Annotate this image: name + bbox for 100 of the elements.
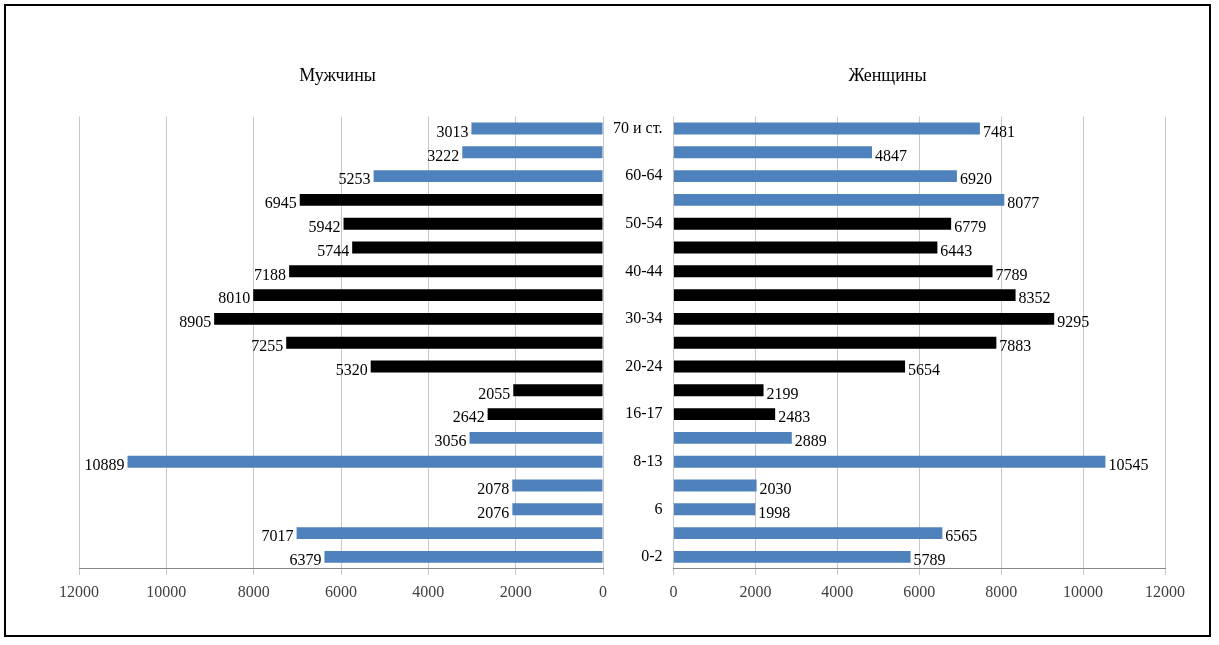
- data-label: 7481: [982, 122, 1015, 140]
- data-label: 2199: [766, 384, 799, 402]
- y-tick-label: 8-13: [633, 451, 663, 469]
- chart-title: Мужчины: [299, 64, 376, 85]
- bar: [127, 455, 603, 468]
- bar: [673, 122, 980, 135]
- data-label: 3056: [434, 432, 467, 450]
- y-tick-label: 0-2: [641, 547, 663, 565]
- x-tick-label: 4000: [412, 582, 445, 600]
- data-label: 2076: [477, 503, 510, 521]
- bar: [673, 384, 764, 397]
- data-label: 6945: [264, 194, 297, 212]
- data-label: 6565: [945, 527, 978, 545]
- bar: [512, 503, 603, 516]
- data-label: 2078: [477, 479, 510, 497]
- x-tick-label: 8000: [237, 582, 270, 600]
- bar: [343, 217, 603, 230]
- y-tick-label: 60-64: [625, 166, 663, 184]
- x-tick-label: 12000: [1145, 582, 1185, 600]
- x-tick-label: 6000: [903, 582, 936, 600]
- y-tick-label: 70 и ст.: [613, 118, 663, 136]
- data-label: 6379: [289, 551, 322, 569]
- bar: [487, 408, 603, 421]
- bar: [673, 217, 952, 230]
- x-tick-label: 6000: [325, 582, 357, 600]
- y-tick-label: 40-44: [625, 261, 663, 279]
- data-label: 8010: [218, 289, 251, 307]
- bar: [673, 146, 872, 159]
- bar: [673, 455, 1106, 468]
- data-label: 5654: [908, 360, 941, 378]
- data-label: 10545: [1108, 455, 1149, 473]
- data-label: 2642: [452, 408, 485, 426]
- bar: [673, 193, 1005, 206]
- bar: [673, 431, 792, 444]
- x-tick-label: 0: [599, 582, 607, 600]
- bar: [673, 503, 756, 516]
- chart-title: Женщины: [848, 64, 927, 85]
- x-tick-label: 10000: [146, 582, 187, 600]
- data-label: 5789: [913, 551, 946, 569]
- bar: [324, 550, 603, 563]
- bar: [673, 265, 993, 278]
- bar: [286, 336, 603, 349]
- x-tick-label: 2000: [739, 582, 772, 600]
- data-label: 10889: [84, 455, 125, 473]
- data-label: 1998: [758, 503, 791, 521]
- bar: [673, 479, 757, 492]
- bar: [673, 336, 997, 349]
- data-label: 9295: [1057, 313, 1090, 331]
- y-tick-label: 50-54: [625, 213, 663, 231]
- bar: [673, 527, 943, 540]
- data-label: 7188: [254, 265, 287, 283]
- bar: [370, 360, 603, 373]
- bar: [469, 431, 603, 444]
- y-tick-label: 30-34: [625, 309, 663, 327]
- data-label: 7789: [995, 265, 1028, 283]
- x-tick-label: 2000: [499, 582, 532, 600]
- bar: [673, 312, 1055, 325]
- data-label: 2483: [778, 408, 811, 426]
- data-label: 2889: [794, 432, 827, 450]
- data-label: 8905: [179, 313, 212, 331]
- bar: [299, 193, 603, 206]
- data-label: 7883: [999, 336, 1032, 354]
- bar: [253, 289, 603, 302]
- data-label: 8077: [1007, 194, 1040, 212]
- data-label: 2030: [759, 479, 792, 497]
- y-tick-label: 20-24: [625, 356, 663, 374]
- bar: [352, 241, 603, 254]
- x-tick-label: 0: [669, 582, 678, 600]
- data-label: 6779: [954, 217, 987, 235]
- bar: [471, 122, 603, 135]
- bar: [513, 384, 603, 397]
- bar: [214, 312, 603, 325]
- bar: [673, 550, 911, 563]
- x-tick-label: 12000: [59, 582, 99, 600]
- data-label: 7017: [261, 527, 294, 545]
- bar: [289, 265, 603, 278]
- y-tick-label: 6: [654, 499, 663, 517]
- data-label: 5744: [317, 241, 350, 259]
- data-label: 5253: [338, 170, 371, 188]
- data-label: 8352: [1018, 289, 1051, 307]
- bar: [373, 170, 603, 183]
- data-label: 6443: [940, 241, 973, 259]
- x-tick-label: 10000: [1063, 582, 1104, 600]
- data-label: 7255: [251, 336, 284, 354]
- data-label: 4847: [875, 146, 907, 164]
- bar: [673, 170, 957, 183]
- bar: [296, 527, 603, 540]
- bar: [512, 479, 603, 492]
- bar: [462, 146, 603, 159]
- x-tick-label: 4000: [821, 582, 854, 600]
- data-label: 3013: [436, 122, 469, 140]
- data-label: 6920: [959, 170, 992, 188]
- bar: [673, 360, 906, 373]
- bar: [673, 241, 938, 254]
- bar: [673, 408, 776, 421]
- data-label: 3222: [427, 146, 460, 164]
- data-label: 2055: [478, 384, 511, 402]
- data-label: 5942: [308, 217, 341, 235]
- data-label: 5320: [335, 360, 368, 378]
- bar: [673, 289, 1016, 302]
